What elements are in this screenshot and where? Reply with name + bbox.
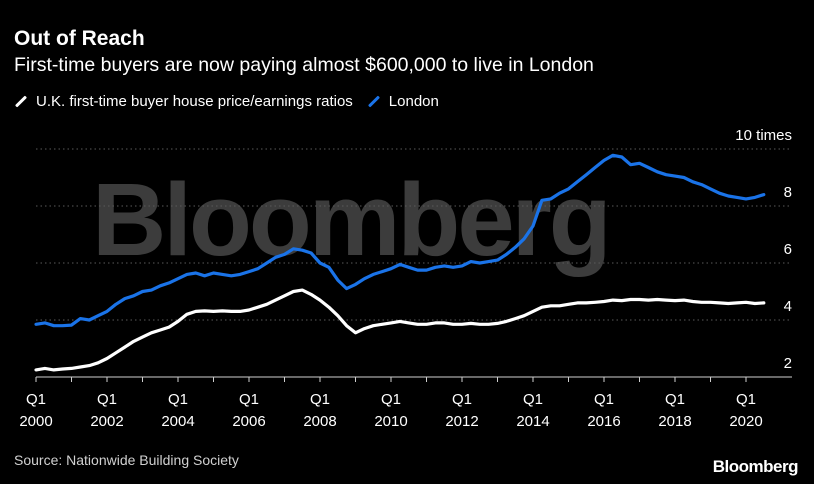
x-tick-label: Q1 xyxy=(736,391,756,408)
x-tick-label: 2016 xyxy=(587,413,620,430)
chart-title: Out of Reach xyxy=(14,27,145,50)
legend-label-uk: U.K. first-time buyer house price/earnin… xyxy=(36,93,353,110)
source-note: Source: Nationwide Building Society xyxy=(14,452,239,468)
legend: U.K. first-time buyer house price/earnin… xyxy=(14,93,453,110)
legend-item-uk: U.K. first-time buyer house price/earnin… xyxy=(14,93,353,110)
legend-label-london: London xyxy=(388,93,439,110)
x-tick-label: 2020 xyxy=(729,413,762,430)
x-tick-label: 2006 xyxy=(232,413,265,430)
y-tick-label: 10 times xyxy=(735,127,792,144)
x-tick-label: 2004 xyxy=(161,413,194,430)
y-tick-label: 6 xyxy=(784,241,792,258)
bloomberg-watermark: Bloomberg xyxy=(92,162,612,277)
x-tick-label: 2010 xyxy=(374,413,407,430)
y-axis-labels: 10 times 8 6 4 2 xyxy=(735,127,792,372)
y-tick-label: 8 xyxy=(784,184,792,201)
x-tick-label: 2014 xyxy=(516,413,549,430)
x-tick-label: 2018 xyxy=(658,413,691,430)
x-tick-label: 2002 xyxy=(90,413,123,430)
series-lines xyxy=(34,153,766,372)
x-tick-label: Q1 xyxy=(97,391,117,408)
x-tick-label: Q1 xyxy=(594,391,614,408)
x-tick-label: Q1 xyxy=(26,391,46,408)
x-tick-label: Q1 xyxy=(168,391,188,408)
x-tick-label: Q1 xyxy=(523,391,543,408)
series-line-uk xyxy=(34,288,766,372)
x-tick-label: Q1 xyxy=(310,391,330,408)
x-tick-label: Q1 xyxy=(452,391,472,408)
y-tick-label: 4 xyxy=(784,298,792,315)
x-tick-label: 2008 xyxy=(303,413,336,430)
chart-subtitle: First-time buyers are now paying almost … xyxy=(14,54,594,76)
x-tick-label: Q1 xyxy=(665,391,685,408)
x-tick-label: 2000 xyxy=(19,413,52,430)
gridlines xyxy=(36,148,792,321)
series-line-london xyxy=(34,153,766,328)
x-tick-label: Q1 xyxy=(239,391,259,408)
bloomberg-logo: Bloomberg xyxy=(712,457,799,476)
x-tick-label: Q1 xyxy=(381,391,401,408)
x-tick-label: 2012 xyxy=(445,413,478,430)
x-axis: Q1 2000 Q1 2002 Q1 2004 Q1 2006 Q1 2008 Q1 2010 Q1 20… xyxy=(19,376,792,430)
legend-item-london: London xyxy=(367,93,439,110)
y-tick-label: 2 xyxy=(784,355,792,372)
